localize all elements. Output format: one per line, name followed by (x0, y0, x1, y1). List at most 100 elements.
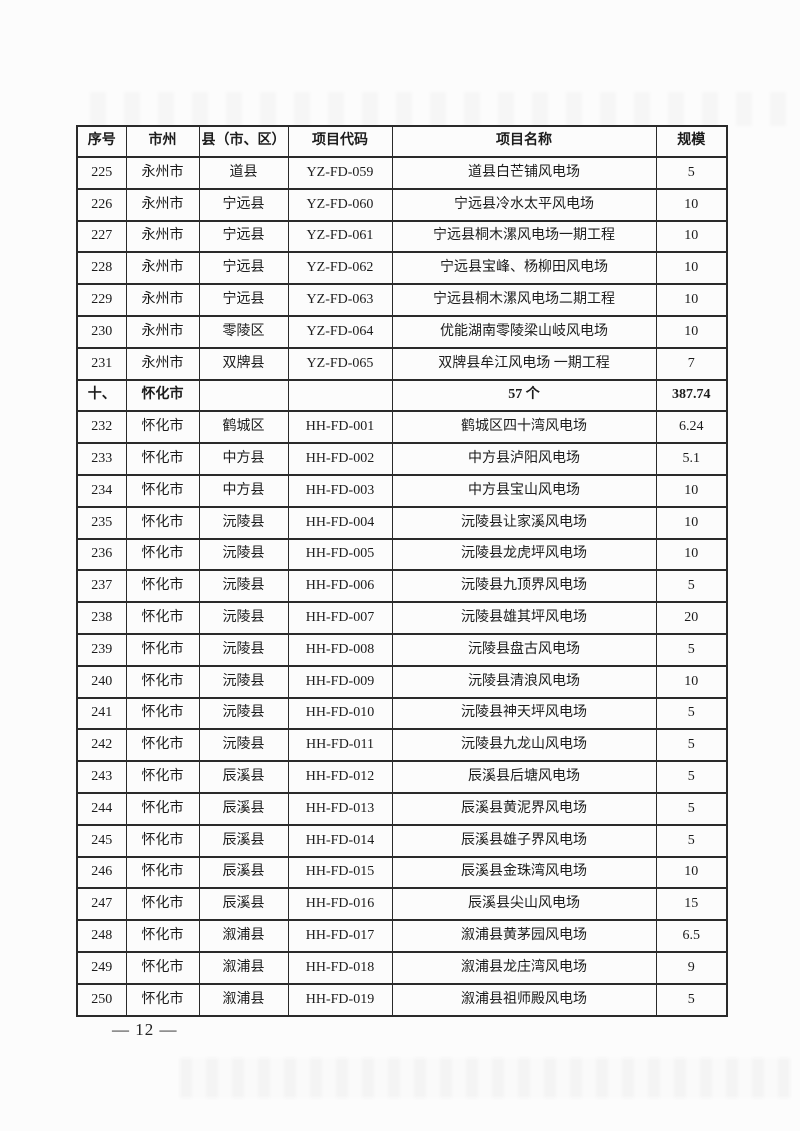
cell-code: HH-FD-010 (287, 696, 393, 731)
cell-name: 溆浦县祖师殿风电场 (391, 982, 657, 1017)
table-row: 225 永州市 道县 YZ-FD-059 道县白芒铺风电场 5 (76, 156, 728, 190)
cell-code (287, 378, 393, 413)
cell-county: 溆浦县 (198, 982, 289, 1017)
column-header-code: 项目代码 (287, 125, 393, 158)
cell-city: 怀化市 (125, 410, 200, 445)
cell-scale: 10 (655, 251, 728, 286)
cell-city: 怀化市 (125, 791, 200, 826)
cell-code: HH-FD-002 (287, 442, 393, 476)
table-row: 242 怀化市 沅陵县 HH-FD-011 沅陵县九龙山风电场 5 (76, 728, 728, 763)
cell-city: 永州市 (125, 283, 200, 317)
cell-city: 永州市 (125, 251, 200, 286)
cell-no: 十、 (76, 378, 127, 413)
table-row: 235 怀化市 沅陵县 HH-FD-004 沅陵县让家溪风电场 10 (76, 505, 728, 540)
cell-name: 宁远县桐木漯风电场二期工程 (391, 283, 657, 317)
cell-name: 中方县宝山风电场 (391, 473, 657, 508)
table-row: 240 怀化市 沅陵县 HH-FD-009 沅陵县清浪风电场 10 (76, 664, 728, 699)
cell-city: 怀化市 (125, 601, 200, 635)
cell-county: 沅陵县 (198, 601, 289, 635)
cell-scale: 10 (655, 187, 728, 222)
column-header-name: 项目名称 (391, 125, 657, 158)
cell-county: 沅陵县 (198, 664, 289, 699)
cell-no: 240 (76, 664, 127, 699)
cell-county: 道县 (198, 156, 289, 190)
cell-city: 怀化市 (125, 664, 200, 699)
cell-no: 225 (76, 156, 127, 190)
cell-no: 236 (76, 537, 127, 572)
cell-scale: 6.24 (655, 410, 728, 445)
cell-no: 231 (76, 346, 127, 381)
cell-county (198, 378, 289, 413)
cell-no: 228 (76, 251, 127, 286)
wind-farm-project-table: 序号 市州 县（市、区） 项目代码 项目名称 规模 225 永州市 道县 YZ-FD-059 道县… (76, 125, 728, 1017)
cell-city: 怀化市 (125, 982, 200, 1017)
cell-name: 57 个 (391, 378, 657, 413)
cell-name: 沅陵县盘古风电场 (391, 632, 657, 667)
cell-scale: 5 (655, 696, 728, 731)
column-header-city: 市州 (125, 125, 200, 158)
cell-no: 234 (76, 473, 127, 508)
cell-county: 沅陵县 (198, 696, 289, 731)
cell-code: HH-FD-003 (287, 473, 393, 508)
cell-scale: 387.74 (655, 378, 728, 413)
table-row: 245 怀化市 辰溪县 HH-FD-014 辰溪县雄子界风电场 5 (76, 823, 728, 858)
cell-code: HH-FD-017 (287, 919, 393, 953)
cell-no: 226 (76, 187, 127, 222)
table-row: 243 怀化市 辰溪县 HH-FD-012 辰溪县后塘风电场 5 (76, 760, 728, 794)
cell-city: 永州市 (125, 314, 200, 349)
cell-county: 辰溪县 (198, 760, 289, 794)
cell-scale: 5 (655, 823, 728, 858)
cell-no: 238 (76, 601, 127, 635)
cell-code: HH-FD-012 (287, 760, 393, 794)
cell-scale: 5 (655, 760, 728, 794)
cell-county: 沅陵县 (198, 537, 289, 572)
table-row: 244 怀化市 辰溪县 HH-FD-013 辰溪县黄泥界风电场 5 (76, 791, 728, 826)
cell-county: 辰溪县 (198, 855, 289, 890)
table-row: 230 永州市 零陵区 YZ-FD-064 优能湖南零陵梁山岐风电场 10 (76, 314, 728, 349)
cell-name: 辰溪县后塘风电场 (391, 760, 657, 794)
cell-scale: 10 (655, 537, 728, 572)
cell-name: 双牌县牟江风电场 一期工程 (391, 346, 657, 381)
cell-county: 双牌县 (198, 346, 289, 381)
cell-county: 中方县 (198, 442, 289, 476)
cell-city: 怀化市 (125, 632, 200, 667)
cell-county: 鹤城区 (198, 410, 289, 445)
cell-no: 233 (76, 442, 127, 476)
column-header-county: 县（市、区） (198, 125, 289, 158)
cell-county: 溆浦县 (198, 950, 289, 985)
cell-county: 辰溪县 (198, 791, 289, 826)
cell-scale: 10 (655, 314, 728, 349)
cell-no: 250 (76, 982, 127, 1017)
scan-artifact-top (90, 92, 800, 126)
cell-scale: 5 (655, 632, 728, 667)
cell-code: YZ-FD-064 (287, 314, 393, 349)
cell-scale: 5 (655, 569, 728, 604)
cell-no: 230 (76, 314, 127, 349)
cell-city: 怀化市 (125, 950, 200, 985)
table-row: 228 永州市 宁远县 YZ-FD-062 宁远县宝峰、杨柳田风电场 10 (76, 251, 728, 286)
cell-city: 怀化市 (125, 537, 200, 572)
cell-scale: 5 (655, 791, 728, 826)
cell-name: 辰溪县黄泥界风电场 (391, 791, 657, 826)
table-row: 241 怀化市 沅陵县 HH-FD-010 沅陵县神天坪风电场 5 (76, 696, 728, 731)
cell-code: HH-FD-004 (287, 505, 393, 540)
cell-name: 沅陵县龙虎坪风电场 (391, 537, 657, 572)
table-row: 238 怀化市 沅陵县 HH-FD-007 沅陵县雄其坪风电场 20 (76, 601, 728, 635)
cell-name: 宁远县宝峰、杨柳田风电场 (391, 251, 657, 286)
table-row: 231 永州市 双牌县 YZ-FD-065 双牌县牟江风电场 一期工程 7 (76, 346, 728, 381)
table-row: 249 怀化市 溆浦县 HH-FD-018 溆浦县龙庄湾风电场 9 (76, 950, 728, 985)
cell-city: 怀化市 (125, 442, 200, 476)
cell-county: 辰溪县 (198, 887, 289, 922)
cell-city: 怀化市 (125, 696, 200, 731)
cell-scale: 6.5 (655, 919, 728, 953)
cell-code: HH-FD-007 (287, 601, 393, 635)
cell-name: 沅陵县雄其坪风电场 (391, 601, 657, 635)
cell-county: 沅陵县 (198, 569, 289, 604)
cell-city: 怀化市 (125, 855, 200, 890)
cell-code: YZ-FD-060 (287, 187, 393, 222)
table-row: 250 怀化市 溆浦县 HH-FD-019 溆浦县祖师殿风电场 5 (76, 982, 728, 1017)
cell-no: 248 (76, 919, 127, 953)
table-row: 239 怀化市 沅陵县 HH-FD-008 沅陵县盘古风电场 5 (76, 632, 728, 667)
cell-county: 辰溪县 (198, 823, 289, 858)
cell-name: 沅陵县神天坪风电场 (391, 696, 657, 731)
